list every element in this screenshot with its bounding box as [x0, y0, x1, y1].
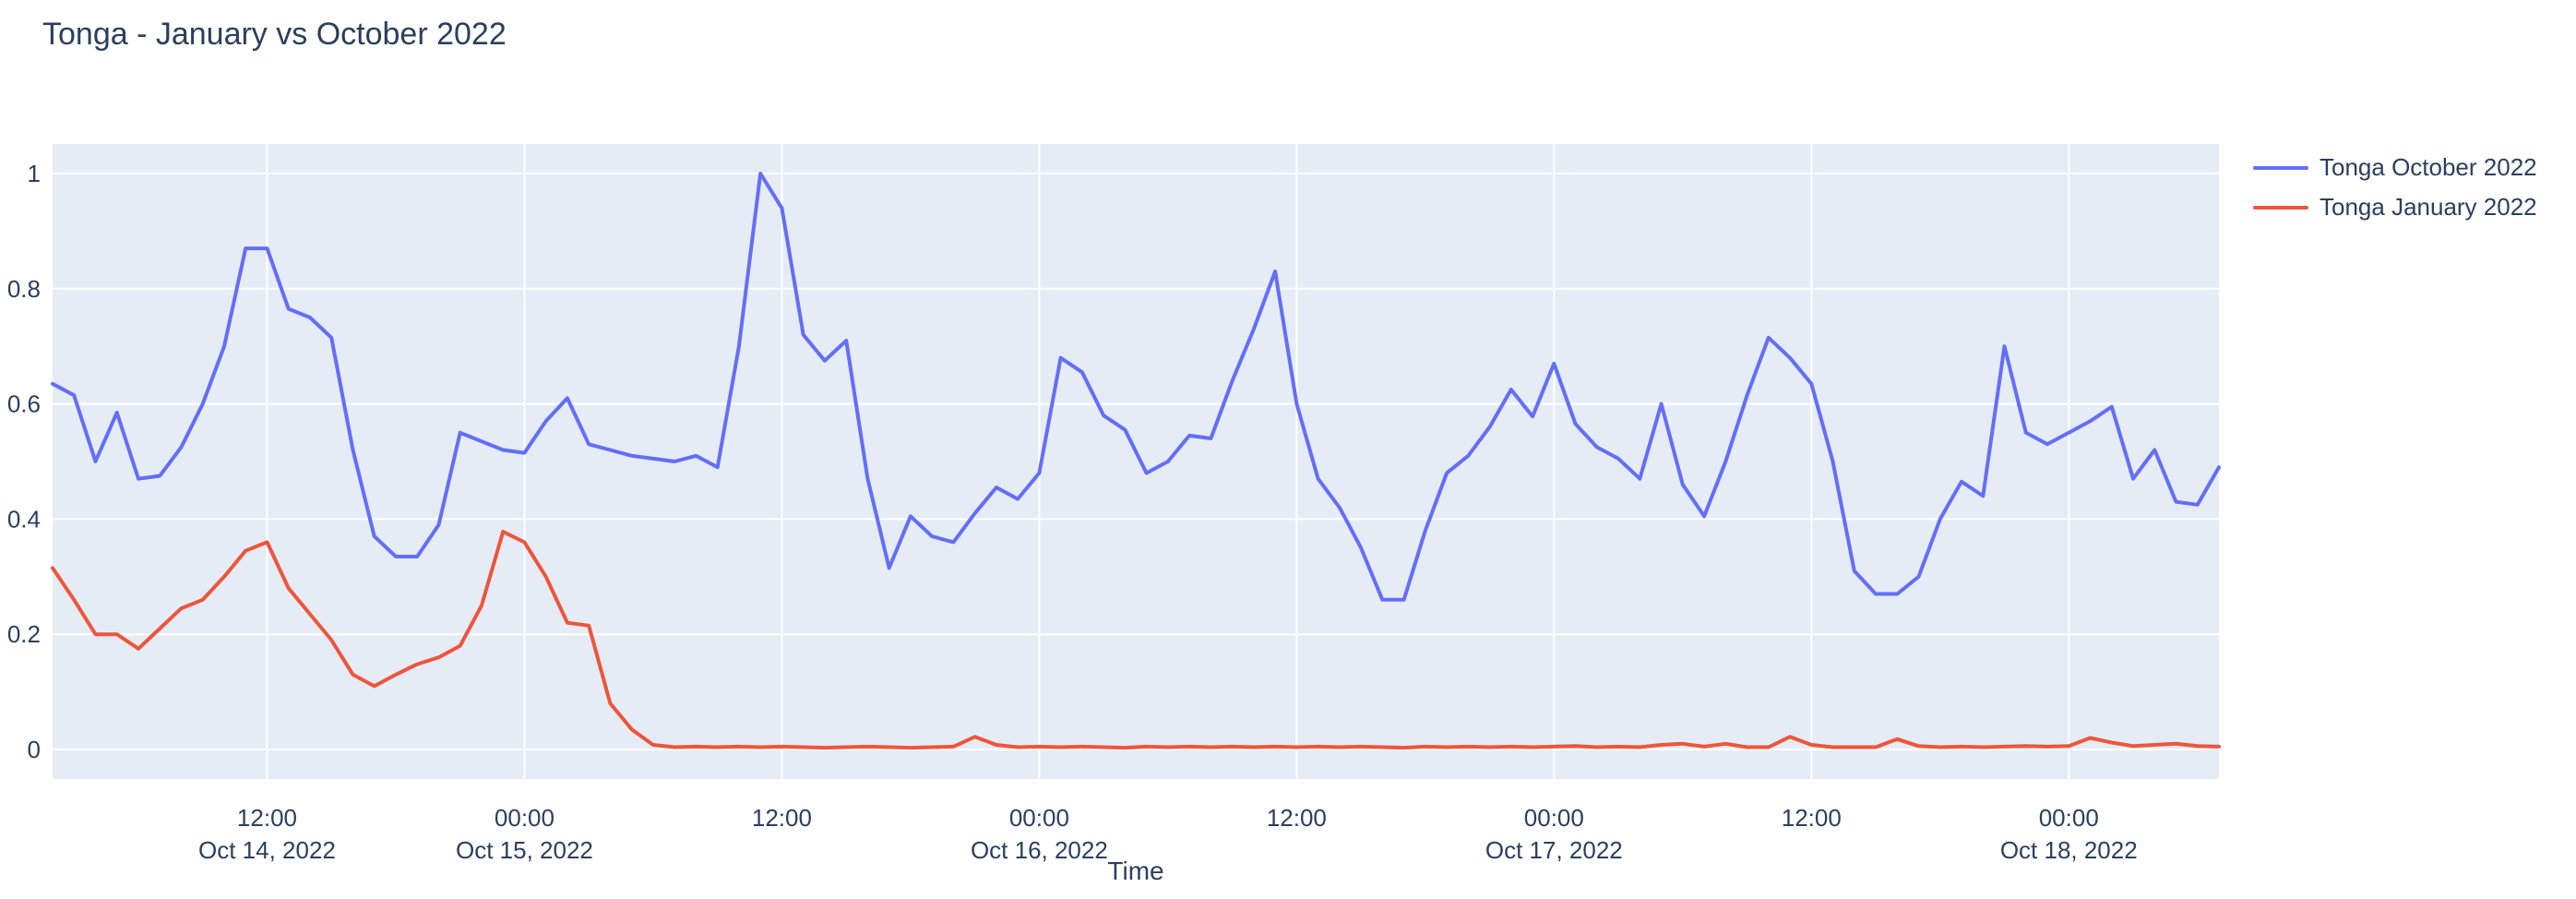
legend-label-october: Tonga October 2022	[2320, 153, 2537, 181]
x-tick-time-label: 00:00	[1009, 804, 1069, 832]
legend-label-january: Tonga January 2022	[2320, 193, 2537, 221]
legend-line-swatch-january	[2253, 205, 2308, 210]
x-tick-time-label: 00:00	[495, 804, 555, 832]
x-tick-time-label: 00:00	[2039, 804, 2099, 832]
x-tick-date-label: Oct 15, 2022	[456, 836, 593, 864]
series-line-tonga-january-2022[interactable]	[51, 530, 2221, 750]
x-tick-date-label: Oct 16, 2022	[971, 836, 1108, 864]
plot-area[interactable]	[53, 144, 2219, 779]
x-axis-title: Time	[1107, 857, 1164, 885]
x-tick-date-label: Oct 17, 2022	[1485, 836, 1623, 864]
x-tick-time-label: 12:00	[237, 804, 297, 832]
legend-item-january[interactable]: Tonga January 2022	[2253, 193, 2537, 222]
gridlines	[53, 144, 2219, 779]
x-tick-date-label: Oct 14, 2022	[198, 836, 336, 864]
y-tick-label: 0.6	[7, 390, 41, 418]
y-tick-label: 0.8	[7, 275, 41, 303]
x-tick-time-label: 00:00	[1524, 804, 1584, 832]
x-tick-date-label: Oct 18, 2022	[2000, 836, 2138, 864]
legend-line-swatch-october	[2253, 165, 2308, 170]
chart-title: Tonga - January vs October 2022	[42, 17, 507, 52]
y-tick-label: 0	[28, 736, 41, 763]
legend-item-october[interactable]: Tonga October 2022	[2253, 153, 2537, 182]
y-tick-labels: 0 0.2 0.4 0.6 0.8 1	[7, 160, 41, 763]
y-tick-label: 0.4	[7, 505, 41, 533]
x-tick-time-label: 12:00	[752, 804, 812, 832]
series-line-tonga-october-2022[interactable]	[51, 172, 2221, 602]
x-tick-time-label: 12:00	[1782, 804, 1842, 832]
y-tick-label: 0.2	[7, 620, 41, 648]
x-tick-labels: 12:00 Oct 14, 2022 00:00 Oct 15, 2022 12:00 0…	[198, 804, 2138, 864]
legend: Tonga October 2022 Tonga January 2022	[2253, 153, 2537, 222]
series	[51, 172, 2221, 750]
y-tick-label: 1	[28, 160, 41, 187]
x-tick-time-label: 12:00	[1267, 804, 1327, 832]
